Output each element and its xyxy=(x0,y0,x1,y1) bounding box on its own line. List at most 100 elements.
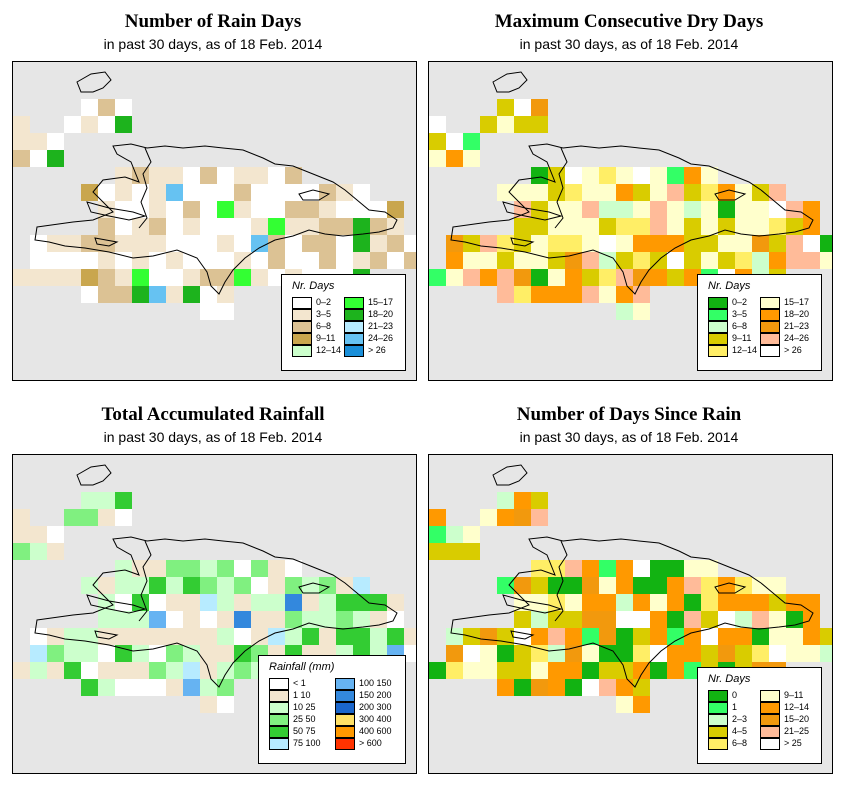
legend-label: 400 600 xyxy=(359,726,392,736)
grid-cell xyxy=(353,611,370,628)
grid-cell xyxy=(115,184,132,201)
grid-cell xyxy=(514,628,531,645)
grid-cell xyxy=(548,594,565,611)
grid-cell xyxy=(166,679,183,696)
grid-cell xyxy=(387,218,404,235)
legend-swatch xyxy=(335,714,355,726)
grid-cell xyxy=(285,218,302,235)
grid-cell xyxy=(234,235,251,252)
grid-cell xyxy=(684,611,701,628)
grid-cell xyxy=(336,611,353,628)
grid-cell xyxy=(81,184,98,201)
grid-cell xyxy=(599,594,616,611)
grid-cell xyxy=(735,628,752,645)
grid-cell xyxy=(565,218,582,235)
grid-cell xyxy=(667,628,684,645)
grid-cell xyxy=(251,184,268,201)
legend-label: > 25 xyxy=(784,738,802,748)
legend-swatch xyxy=(269,738,289,750)
grid-cell xyxy=(302,628,319,645)
grid-cell xyxy=(446,133,463,150)
legend-swatch xyxy=(708,714,728,726)
legend-title: Nr. Days xyxy=(292,280,335,292)
grid-cell xyxy=(582,167,599,184)
legend-swatch xyxy=(708,738,728,750)
legend-swatch xyxy=(292,333,312,345)
grid-cell xyxy=(234,201,251,218)
grid-cell xyxy=(234,218,251,235)
grid-cell xyxy=(217,611,234,628)
grid-cell xyxy=(803,594,820,611)
grid-cell xyxy=(786,594,803,611)
grid-cell xyxy=(803,201,820,218)
grid-cell xyxy=(497,509,514,526)
grid-cell xyxy=(582,679,599,696)
grid-cell xyxy=(115,269,132,286)
grid-cell xyxy=(463,133,480,150)
grid-cell xyxy=(599,645,616,662)
grid-cell xyxy=(132,201,149,218)
island-outline xyxy=(502,594,563,614)
grid-cell xyxy=(64,252,81,269)
grid-cell xyxy=(268,269,285,286)
grid-cell xyxy=(115,509,132,526)
grid-cell xyxy=(268,167,285,184)
grid-cell xyxy=(514,269,531,286)
grid-cell xyxy=(684,269,701,286)
grid-cell xyxy=(752,577,769,594)
grid-cell xyxy=(650,184,667,201)
grid-cell xyxy=(268,201,285,218)
legend-label: 18–20 xyxy=(784,309,810,319)
grid-cell xyxy=(633,286,650,303)
grid-cell xyxy=(497,645,514,662)
grid-cell xyxy=(514,218,531,235)
grid-cell xyxy=(820,252,832,269)
grid-cell xyxy=(582,252,599,269)
grid-cell xyxy=(531,99,548,116)
map-frame: Rainfall (mm) < 1 1 10 10 25 25 50 50 75 75 1… xyxy=(12,454,417,774)
grid-cell xyxy=(429,133,446,150)
grid-cell xyxy=(684,184,701,201)
grid-cell xyxy=(319,577,336,594)
grid-cell xyxy=(429,116,446,133)
grid-cell xyxy=(497,679,514,696)
grid-cell xyxy=(667,662,684,679)
island-outline xyxy=(510,630,535,640)
grid-cell xyxy=(599,662,616,679)
grid-cell xyxy=(166,560,183,577)
grid-cell xyxy=(514,116,531,133)
grid-cell xyxy=(13,150,30,167)
grid-cell xyxy=(701,611,718,628)
grid-cell xyxy=(81,286,98,303)
grid-cell xyxy=(650,269,667,286)
grid-cell xyxy=(429,526,446,543)
grid-cell xyxy=(98,662,115,679)
grid-cell xyxy=(463,645,480,662)
grid-cell xyxy=(319,594,336,611)
grid-cell xyxy=(336,252,353,269)
grid-cell xyxy=(565,560,582,577)
island-outline xyxy=(510,237,535,247)
legend-label: 9–11 xyxy=(316,333,336,343)
grid-cell xyxy=(132,594,149,611)
grid-cell xyxy=(531,492,548,509)
legend-label: 3–5 xyxy=(732,309,748,319)
grid-cell xyxy=(769,611,786,628)
grid-cell xyxy=(480,235,497,252)
grid-cell xyxy=(64,509,81,526)
grid-cell xyxy=(752,218,769,235)
grid-cell xyxy=(718,594,735,611)
grid-cell xyxy=(514,577,531,594)
island-outline xyxy=(76,464,112,486)
grid-cell xyxy=(667,594,684,611)
grid-cell xyxy=(268,628,285,645)
grid-cell xyxy=(582,286,599,303)
legend-swatch xyxy=(292,297,312,309)
grid-cell xyxy=(531,560,548,577)
grid-cell xyxy=(565,662,582,679)
legend-title: Rainfall (mm) xyxy=(269,661,335,673)
legend-label: 12–14 xyxy=(732,345,758,355)
grid-cell xyxy=(548,662,565,679)
grid-cell xyxy=(183,286,200,303)
grid-cell xyxy=(64,645,81,662)
